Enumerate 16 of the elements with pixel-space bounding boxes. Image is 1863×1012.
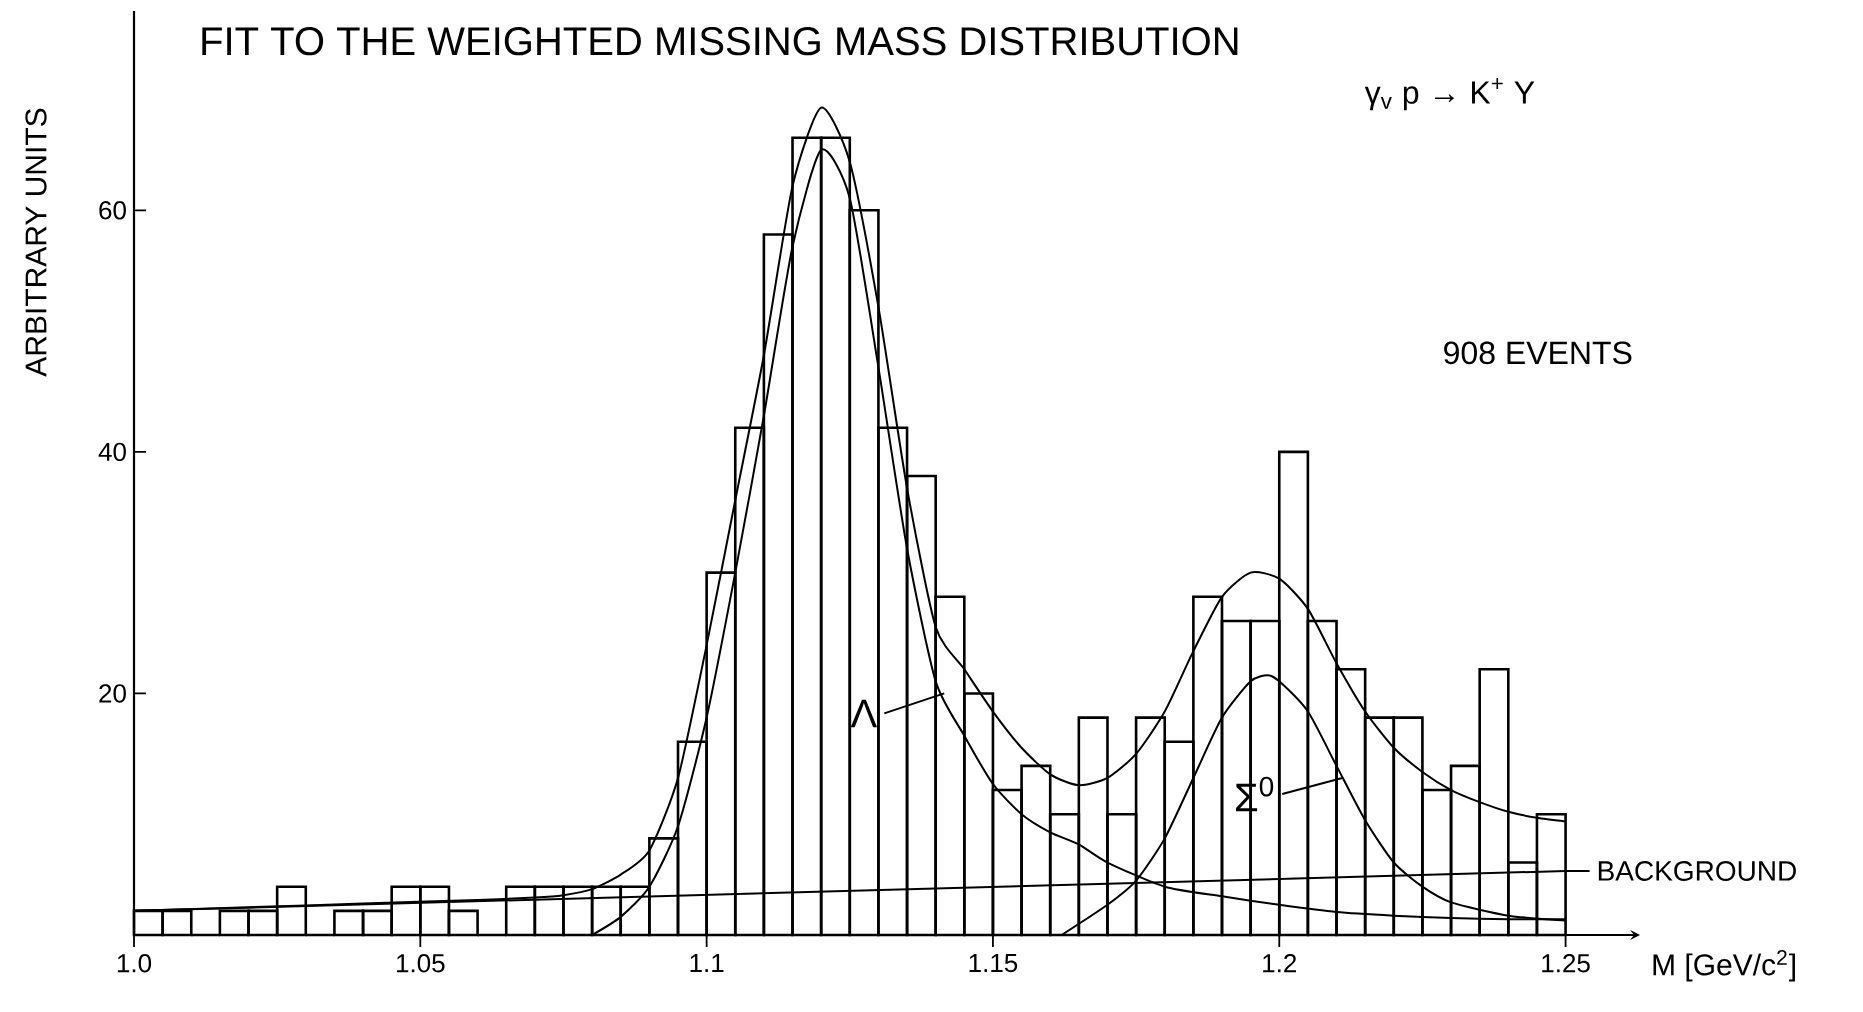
chart-title: FIT TO THE WEIGHTED MISSING MASS DISTRIBUTION (202, 27, 1238, 56)
x-tick-label: 1.0 (117, 954, 152, 973)
x-tick-label: 1.1 (690, 954, 724, 972)
x-tick-label: 1.15 (969, 954, 1018, 973)
annotation: BACKGROUND (1598, 861, 1796, 881)
y-tick-label: 20 (99, 684, 126, 703)
annotation: γ$_{v}$ p → K$^{+}$ Y (1364, 78, 1535, 111)
x-tick-label: 1.05 (396, 954, 445, 973)
y-axis-title: ARBITRARY UNITS (25, 108, 47, 377)
annotation: Λ (850, 699, 878, 728)
y-tick-label: 60 (99, 201, 126, 220)
x-axis-title: M [GeV/c$^{2}$] (1653, 950, 1795, 982)
x-tick-label: 1.2 (1263, 954, 1297, 973)
y-tick-label: 40 (98, 442, 126, 462)
x-tick-label: 1.25 (1542, 954, 1590, 973)
annotation: 908 EVENTS (1444, 341, 1632, 365)
